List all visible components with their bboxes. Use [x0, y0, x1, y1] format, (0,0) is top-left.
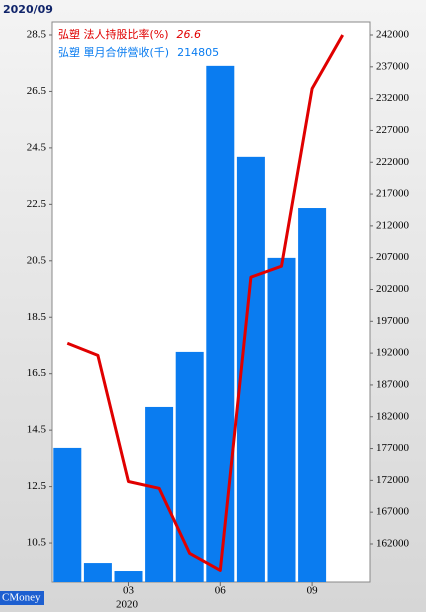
y-tick-label: 28.5 — [27, 29, 47, 41]
bar — [53, 447, 82, 582]
y2-tick-label: 162000 — [376, 538, 410, 550]
y-tick-label: 18.5 — [27, 311, 47, 323]
y-tick-label: 26.5 — [27, 85, 47, 97]
y-tick-label: 22.5 — [27, 198, 47, 210]
legend-box — [54, 24, 244, 62]
bar — [114, 571, 143, 582]
bar — [206, 65, 235, 582]
y2-tick-label: 182000 — [376, 410, 410, 422]
title: 2020/09 — [3, 3, 53, 16]
brand-box — [0, 591, 44, 605]
y2-tick-label: 222000 — [376, 156, 410, 168]
legend-value: 26.6 — [177, 28, 202, 41]
x-tick-label: 03 — [123, 585, 135, 597]
y2-tick-label: 232000 — [376, 92, 410, 104]
y2-tick-label: 242000 — [376, 29, 410, 41]
y-tick-label: 10.5 — [27, 537, 47, 549]
y2-tick-label: 167000 — [376, 506, 410, 518]
line — [66, 34, 345, 572]
bar — [145, 406, 174, 582]
bar — [298, 208, 327, 583]
y2-tick-label: 207000 — [376, 251, 410, 263]
bar — [175, 351, 204, 582]
y2-tick-label: 237000 — [376, 60, 410, 72]
y-tick-label: 16.5 — [27, 367, 47, 379]
y2-tick-label: 212000 — [376, 219, 410, 231]
bar — [267, 257, 296, 582]
y2-tick-label: 177000 — [376, 442, 410, 454]
y-tick-label: 12.5 — [27, 480, 47, 492]
brand: CMoney — [2, 592, 41, 604]
y2-tick-label: 187000 — [376, 378, 410, 390]
y2-tick-label: 197000 — [376, 315, 410, 327]
y2-tick-label: 202000 — [376, 283, 410, 295]
y2-tick-label: 217000 — [376, 188, 410, 200]
legend-value: 214805 — [177, 46, 219, 59]
x-tick-label: 06 — [215, 585, 227, 597]
y-tick-label: 20.5 — [27, 254, 47, 266]
y-tick-label: 24.5 — [27, 141, 47, 153]
y2-tick-label: 227000 — [376, 124, 410, 136]
x-tick-label: 09 — [307, 585, 319, 597]
y2-tick-label: 192000 — [376, 347, 410, 359]
year-label: 2020 — [116, 599, 139, 611]
y-tick-label: 14.5 — [27, 424, 47, 436]
y2-tick-label: 172000 — [376, 474, 410, 486]
bar — [83, 563, 112, 582]
legend-label: 弘塑 單月合併營收(千) — [58, 45, 169, 59]
legend-label: 弘塑 法人持股比率(%) — [58, 27, 169, 41]
